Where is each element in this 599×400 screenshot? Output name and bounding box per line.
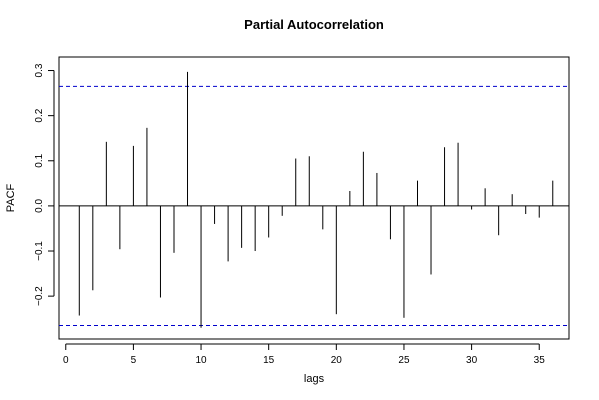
y-tick-label: −0.2 bbox=[34, 286, 45, 306]
confidence-bounds bbox=[59, 85, 569, 326]
x-tick-label: 25 bbox=[398, 355, 410, 366]
x-tick-label: 10 bbox=[195, 355, 207, 366]
y-tick-label: 0.0 bbox=[34, 199, 45, 213]
plot-frame bbox=[58, 56, 570, 340]
x-tick-label: 5 bbox=[131, 355, 137, 366]
y-tick-label: 0.2 bbox=[34, 108, 45, 122]
y-tick-label: 0.3 bbox=[34, 63, 45, 77]
x-tick-label: 35 bbox=[534, 355, 546, 366]
pacf-bars bbox=[78, 71, 554, 328]
x-axis-label: lags bbox=[304, 373, 325, 385]
x-tick-label: 15 bbox=[263, 355, 275, 366]
y-tick-label: 0.1 bbox=[34, 153, 45, 167]
x-axis: 0 5 10 15 20 25 30 35 bbox=[63, 343, 546, 366]
chart-title: Partial Autocorrelation bbox=[244, 17, 384, 32]
x-tick-label: 0 bbox=[63, 355, 69, 366]
x-tick-label: 30 bbox=[466, 355, 478, 366]
y-tick-label: −0.1 bbox=[34, 241, 45, 261]
x-tick-label: 20 bbox=[331, 355, 343, 366]
y-axis-label: PACF bbox=[5, 183, 17, 212]
y-axis: −0.2 −0.1 0.0 0.1 0.2 0.3 bbox=[34, 63, 55, 306]
